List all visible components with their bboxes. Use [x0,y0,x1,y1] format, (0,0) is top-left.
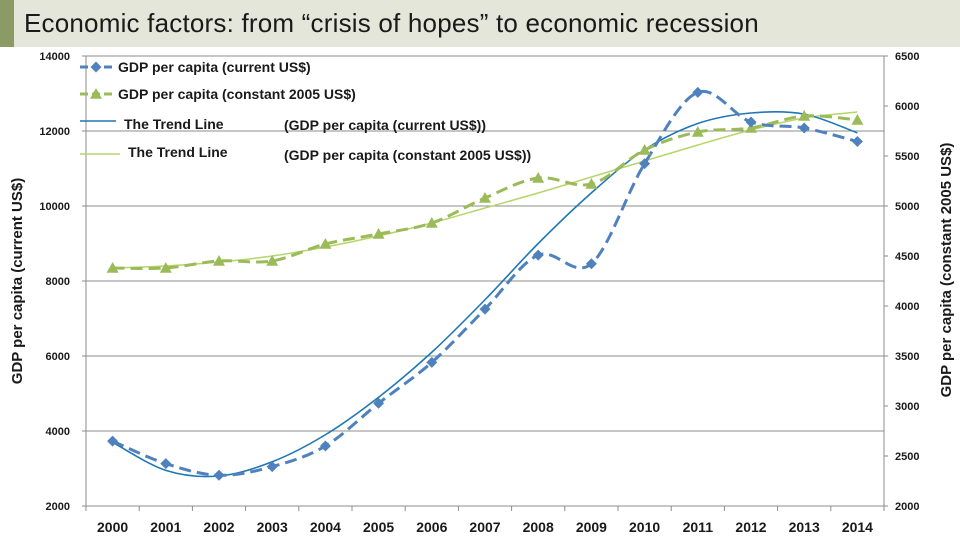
constant-data-point [106,262,119,273]
right-tick-label: 5500 [895,151,919,163]
left-tick-label: 12000 [39,126,70,138]
current-data-point [160,458,172,470]
x-tick-label: 2014 [842,519,873,535]
trend-line-current [112,110,858,478]
legend-label-constant: GDP per capita (constant 2005 US$) [118,86,356,102]
current-data-point [639,158,651,170]
trend-line-constant [112,111,858,269]
x-tick-label: 2008 [523,519,554,535]
left-tick-label: 6000 [46,351,70,363]
current-data-point [745,116,757,128]
constant-data-point [213,255,225,266]
x-tick-label: 2001 [150,519,181,535]
right-tick-label: 3500 [895,351,919,363]
constant-data-point [585,178,598,189]
legend-note-trend-current: (GDP per capita (current US$)) [284,117,486,133]
x-tick-label: 2012 [735,519,766,535]
left-tick-label: 4000 [46,426,70,438]
right-tick-label: 4000 [895,301,919,313]
constant-data-point [319,238,332,249]
current-data-point [479,303,491,315]
legend-note-trend-constant: (GDP per capita (constant 2005 US$)) [284,147,531,163]
current-data-point [266,461,278,473]
constant-data-point [479,192,491,203]
x-tick-label: 2007 [469,519,500,535]
slide-title-bar: Economic factors: from “crisis of hopes”… [0,0,960,47]
left-tick-label: 10000 [39,201,70,213]
current-data-point [426,356,438,368]
x-tick-label: 2006 [416,519,447,535]
x-tick-label: 2011 [683,519,714,535]
x-tick-label: 2009 [576,519,607,535]
constant-data-point [372,228,385,239]
current-data-point [213,469,225,481]
constant-data-point [159,262,172,273]
legend-label-trend-current: The Trend Line [124,116,224,132]
x-tick-label: 2013 [789,519,820,535]
right-tick-label: 2000 [895,501,919,513]
constant-data-point [798,110,811,121]
legend-marker-constant [90,88,102,99]
constant-data-point [691,126,704,137]
current-data-point [532,249,544,261]
right-tick-label: 4500 [895,251,919,263]
left-tick-label: 14000 [39,51,70,63]
right-tick-label: 3000 [895,401,919,413]
slide-title: Economic factors: from “crisis of hopes”… [24,8,759,38]
x-tick-label: 2002 [203,519,234,535]
current-data-point [798,122,810,134]
current-data-point [585,258,597,270]
x-tick-label: 2000 [97,519,128,535]
x-tick-label: 2005 [363,519,394,535]
current-data-point [373,397,385,409]
left-tick-label: 8000 [46,276,70,288]
constant-data-point [266,255,279,266]
right-tick-label: 6500 [895,51,919,63]
x-tick-label: 2004 [310,519,341,535]
legend-marker-current [90,61,102,73]
constant-data-point [638,144,651,155]
current-data-point [319,440,331,452]
y-axis-title-left: GDP per capita (current US$) [9,178,26,384]
constant-data-point [425,217,438,228]
x-tick-label: 2010 [629,519,660,535]
right-tick-label: 6000 [895,101,919,113]
current-data-point [851,136,863,147]
title-accent-strip [0,0,14,47]
y-axis-title-right: GDP per capita (constant 2005 US$) [938,143,955,398]
constant-data-point [532,172,545,183]
left-tick-label: 2000 [46,501,70,513]
right-tick-label: 2500 [895,451,919,463]
constant-data-point [851,114,864,125]
x-tick-label: 2003 [257,519,288,535]
right-tick-label: 5000 [895,201,919,213]
legend-label-trend-constant: The Trend Line [128,144,228,160]
legend-label-current: GDP per capita (current US$) [118,59,311,75]
current-data-point [107,435,119,447]
current-data-point [692,86,704,98]
